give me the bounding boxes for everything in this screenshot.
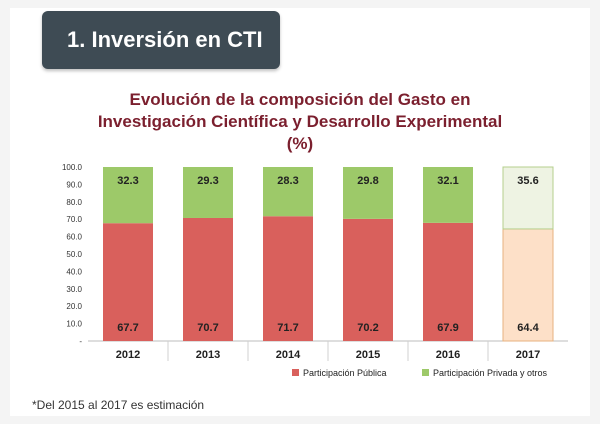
bar-segment-private <box>502 166 554 230</box>
data-label-private: 35.6 <box>517 175 538 187</box>
data-label-private: 29.3 <box>197 175 218 187</box>
x-tick-label: 2014 <box>276 349 301 361</box>
y-tick-label: 20.0 <box>66 302 82 311</box>
data-label-public: 64.4 <box>517 322 539 334</box>
x-tick-label: 2016 <box>436 349 460 361</box>
y-tick-label: 30.0 <box>66 285 82 294</box>
x-tick-label: 2013 <box>196 349 220 361</box>
chart-title-line-2: Investigación Científica y Desarrollo Ex… <box>97 112 503 131</box>
section-header: 1. Inversión en CTI <box>42 11 280 69</box>
y-tick-label: 60.0 <box>66 233 82 242</box>
chart-title-line-3: (%) <box>286 134 314 153</box>
data-label-public: 70.2 <box>357 322 378 334</box>
footnote: *Del 2015 al 2017 es estimación <box>32 398 205 412</box>
bar-segment-public <box>263 216 313 341</box>
bar-segment-public <box>423 222 473 341</box>
y-tick-label: 40.0 <box>66 267 82 276</box>
y-tick-label: 90.0 <box>66 180 82 189</box>
data-label-private: 29.8 <box>357 175 378 187</box>
bar-segment-private <box>103 167 153 224</box>
data-label-public: 71.7 <box>277 322 298 334</box>
section-title: 1. Inversión en CTI <box>67 27 263 52</box>
y-tick-label: 50.0 <box>66 250 82 259</box>
bar-segment-private <box>263 167 313 217</box>
y-tick-label: 70.0 <box>66 215 82 224</box>
bar-segment-public <box>502 228 554 342</box>
data-label-private: 32.3 <box>117 175 138 187</box>
legend-label: Participación Privada y otros <box>433 368 548 378</box>
chart-title-line-1: Evolución de la composición del Gasto en <box>129 90 471 109</box>
y-tick-label: - <box>79 337 82 346</box>
bar-segment-public <box>343 218 393 341</box>
legend-swatch <box>292 369 299 376</box>
data-label-private: 32.1 <box>437 175 458 187</box>
data-label-public: 70.7 <box>197 322 218 334</box>
y-tick-label: 80.0 <box>66 198 82 207</box>
bar-segment-private <box>343 167 393 219</box>
legend-label: Participación Pública <box>303 368 387 378</box>
data-label-public: 67.7 <box>117 322 138 334</box>
y-tick-label: 100.0 <box>62 163 83 172</box>
legend-swatch <box>422 369 429 376</box>
bar-segment-public <box>103 223 153 341</box>
bar-segment-public <box>183 217 233 341</box>
x-tick-label: 2017 <box>516 349 540 361</box>
data-label-public: 67.9 <box>437 322 458 334</box>
x-tick-label: 2015 <box>356 349 380 361</box>
y-tick-label: 10.0 <box>66 320 82 329</box>
bar-segment-private <box>183 167 233 218</box>
bar-segment-private <box>423 167 473 223</box>
x-tick-label: 2012 <box>116 349 140 361</box>
data-label-private: 28.3 <box>277 175 298 187</box>
